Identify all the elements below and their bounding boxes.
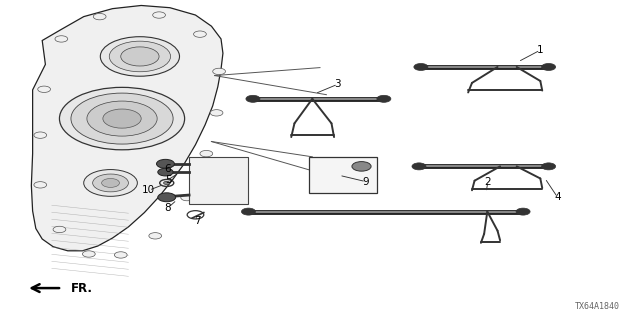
Circle shape	[158, 193, 175, 202]
Text: 2: 2	[484, 177, 492, 187]
Circle shape	[246, 95, 260, 102]
Circle shape	[38, 86, 51, 92]
Circle shape	[157, 159, 174, 168]
Circle shape	[87, 101, 157, 136]
Polygon shape	[31, 5, 223, 251]
FancyBboxPatch shape	[189, 157, 248, 204]
Text: FR.: FR.	[71, 282, 93, 295]
Circle shape	[34, 132, 47, 138]
Circle shape	[414, 63, 428, 70]
Circle shape	[102, 179, 120, 188]
Circle shape	[121, 47, 159, 66]
Circle shape	[149, 233, 162, 239]
Circle shape	[103, 109, 141, 128]
Circle shape	[210, 110, 223, 116]
Circle shape	[164, 181, 170, 185]
Text: 7: 7	[194, 216, 201, 226]
Circle shape	[541, 63, 556, 70]
Circle shape	[53, 226, 66, 233]
Circle shape	[516, 208, 530, 215]
Circle shape	[212, 68, 225, 75]
Text: 3: 3	[335, 79, 341, 89]
Text: TX64A1840: TX64A1840	[575, 302, 620, 311]
Text: 6: 6	[164, 164, 172, 174]
Circle shape	[377, 95, 391, 102]
FancyBboxPatch shape	[308, 157, 378, 194]
Circle shape	[153, 12, 166, 18]
Circle shape	[34, 182, 47, 188]
Circle shape	[200, 150, 212, 157]
Circle shape	[93, 174, 129, 192]
Circle shape	[83, 251, 95, 257]
Circle shape	[241, 208, 255, 215]
Text: 4: 4	[554, 192, 561, 202]
Text: 10: 10	[142, 185, 156, 195]
Circle shape	[115, 252, 127, 258]
Circle shape	[71, 93, 173, 144]
Circle shape	[109, 41, 171, 72]
Circle shape	[180, 195, 193, 201]
Circle shape	[158, 168, 173, 176]
Circle shape	[193, 31, 206, 37]
Circle shape	[352, 162, 371, 171]
Text: 8: 8	[164, 203, 172, 213]
Circle shape	[55, 36, 68, 42]
Circle shape	[412, 163, 426, 170]
Circle shape	[84, 170, 138, 196]
Text: 5: 5	[164, 175, 172, 185]
Circle shape	[93, 13, 106, 20]
Text: 9: 9	[363, 177, 369, 187]
Circle shape	[100, 37, 179, 76]
Text: 1: 1	[537, 45, 543, 55]
Circle shape	[60, 87, 184, 150]
Circle shape	[541, 163, 556, 170]
